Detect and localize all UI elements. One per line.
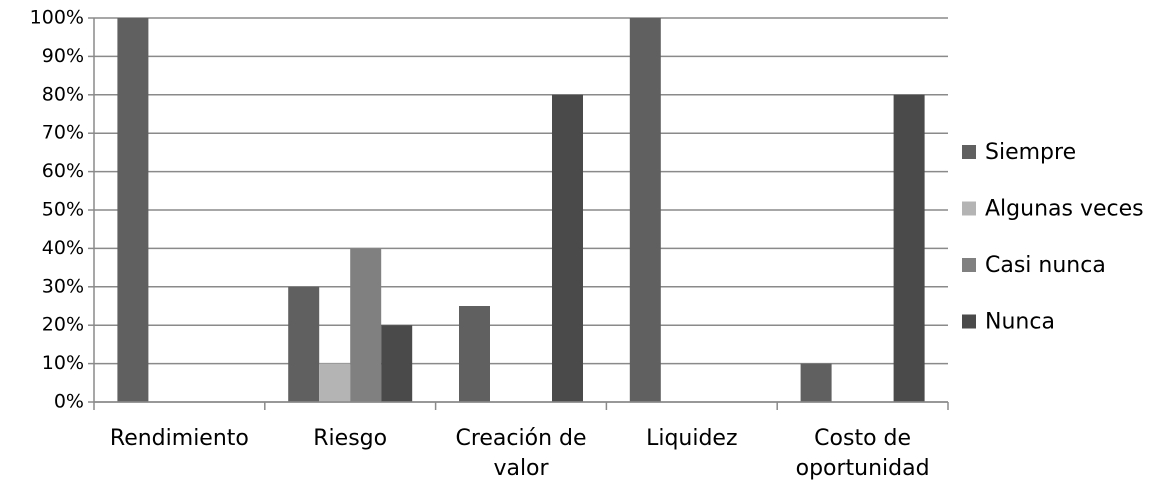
y-tick-label: 90% xyxy=(42,45,84,67)
legend-swatch xyxy=(962,201,976,216)
x-tick-label: Rendimiento xyxy=(109,426,249,451)
bar xyxy=(893,94,925,403)
y-tick-label: 30% xyxy=(42,275,84,297)
legend-swatch xyxy=(962,314,976,329)
legend-label: Nunca xyxy=(985,310,1055,335)
bar xyxy=(288,286,320,402)
x-tick-label: Creación de valor xyxy=(455,426,587,481)
y-tick-label: 70% xyxy=(42,122,84,144)
legend-label: Algunas veces xyxy=(985,197,1144,222)
y-tick-label: 0% xyxy=(54,391,84,413)
y-tick-label: 40% xyxy=(42,237,84,259)
x-tick-label: Costo de oportunidad xyxy=(795,426,930,481)
legend-label: Casi nunca xyxy=(985,253,1106,278)
bar xyxy=(629,18,661,402)
bar xyxy=(381,325,413,402)
y-tick-label: 20% xyxy=(42,314,84,336)
bar xyxy=(319,363,351,402)
bar xyxy=(350,248,382,402)
legend-swatch xyxy=(962,258,976,272)
x-tick-label: Riesgo xyxy=(313,426,388,451)
bar xyxy=(459,306,490,402)
bar xyxy=(552,94,583,403)
y-tick-label: 10% xyxy=(42,352,84,374)
y-tick-label: 50% xyxy=(42,199,84,221)
y-tick-label: 100% xyxy=(30,7,84,29)
bar xyxy=(117,18,149,402)
legend-label: Siempre xyxy=(985,140,1076,165)
y-tick-label: 80% xyxy=(42,83,84,105)
y-tick-label: 60% xyxy=(42,160,84,182)
legend-swatch xyxy=(962,145,976,159)
bar xyxy=(800,363,832,402)
x-tick-label: Liquidez xyxy=(646,426,738,451)
